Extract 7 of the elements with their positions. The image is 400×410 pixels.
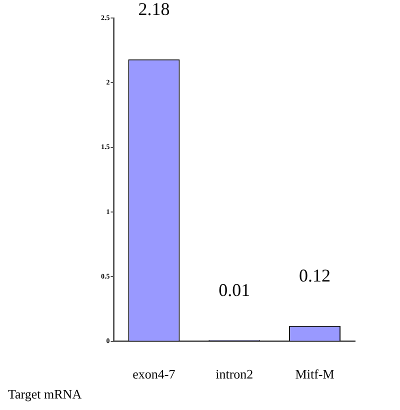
x-tick-label: Mitf-M — [295, 366, 335, 382]
x-tick-label: intron2 — [216, 366, 254, 382]
x-axis-title: Target mRNA — [8, 386, 82, 402]
x-tick-label: exon4-7 — [132, 366, 176, 382]
data-label: 2.18 — [138, 0, 170, 20]
data-label: 0.01 — [218, 280, 250, 300]
data-label: 0.12 — [299, 266, 331, 286]
